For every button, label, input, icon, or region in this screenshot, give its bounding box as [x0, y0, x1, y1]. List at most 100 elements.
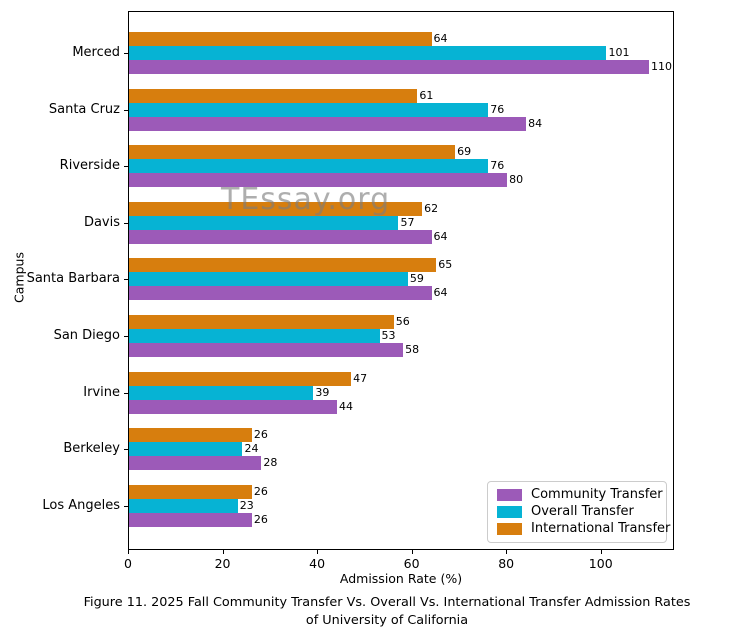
y-category-label: Irvine — [83, 384, 120, 400]
bar-value-label: 76 — [490, 102, 505, 116]
figure-caption: Figure 11. 2025 Fall Community Transfer … — [21, 594, 732, 630]
bar — [129, 512, 252, 527]
bar-value-label: 59 — [409, 272, 424, 286]
legend-item: Overall Transfer — [497, 505, 657, 519]
y-axis-tick — [124, 449, 128, 451]
bar — [129, 343, 404, 357]
bar — [129, 456, 262, 471]
bar — [129, 102, 489, 117]
y-category-label: Merced — [72, 45, 120, 60]
y-category-label: San Diego — [53, 328, 120, 343]
y-axis-tick — [124, 222, 128, 224]
bar — [129, 498, 238, 513]
y-category-label: Riverside — [59, 158, 120, 174]
legend-swatch — [497, 506, 522, 518]
caption-line-2: of University of California — [305, 613, 469, 628]
y-category-label: Santa Cruz — [48, 101, 120, 117]
bar-value-label: 53 — [381, 329, 396, 342]
bar — [129, 258, 437, 273]
bar-value-label: 47 — [353, 371, 368, 385]
legend-label: International Transfer — [531, 521, 671, 536]
bar — [129, 484, 252, 499]
bar-value-label: 26 — [253, 484, 268, 498]
caption-line-1: Figure 11. 2025 Fall Community Transfer … — [83, 595, 691, 610]
y-category-label: Los Angeles — [42, 497, 120, 513]
x-tick-label: 80 — [498, 556, 515, 571]
bar-value-label: 57 — [400, 215, 415, 229]
legend-item: Community Transfer — [497, 488, 663, 502]
legend: Community Transfer Overall Transfer Intern… — [487, 481, 670, 543]
watermark: TEssay.org — [221, 182, 391, 217]
legend-label: Overall Transfer — [531, 504, 634, 519]
x-axis-tick — [600, 550, 602, 554]
bar-value-label: 26 — [253, 428, 268, 442]
legend-label: Community Transfer — [531, 487, 663, 502]
bar — [129, 145, 456, 160]
x-tick-label: 20 — [214, 556, 231, 571]
bar-value-label: 65 — [438, 258, 453, 272]
bar — [129, 428, 252, 443]
bar — [129, 88, 418, 103]
bar — [129, 286, 432, 301]
bar — [129, 329, 380, 343]
legend-swatch — [497, 523, 522, 535]
y-category-label: Santa Barbara — [26, 271, 120, 287]
y-category-label: Berkeley — [63, 441, 120, 457]
bar-value-label: 24 — [244, 442, 259, 456]
bar-value-label: 56 — [395, 315, 410, 328]
x-axis-tick — [506, 550, 508, 554]
y-axis-tick — [124, 53, 128, 54]
bar — [129, 399, 337, 414]
bar-value-label: 58 — [405, 343, 420, 356]
bar-value-label: 39 — [315, 385, 330, 399]
bar — [129, 60, 649, 74]
y-axis-tick — [124, 392, 128, 394]
bar-value-label: 44 — [339, 399, 353, 413]
y-axis-tick — [124, 279, 128, 281]
y-axis-tick — [124, 505, 128, 507]
bar — [129, 442, 243, 457]
bar-value-label: 64 — [433, 32, 448, 45]
bar — [129, 315, 394, 329]
bar — [129, 173, 508, 188]
legend-swatch — [497, 489, 522, 501]
x-axis-tick — [222, 550, 224, 554]
bar-value-label: 26 — [253, 512, 268, 526]
bar — [129, 215, 399, 230]
bar-value-label: 101 — [608, 46, 630, 59]
bar-value-label: 28 — [263, 456, 278, 470]
x-tick-label: 100 — [588, 556, 613, 571]
bar — [129, 32, 432, 46]
bar — [129, 385, 314, 400]
x-axis-label: Admission Rate (%) — [339, 571, 463, 586]
bar — [129, 159, 489, 174]
bar — [129, 46, 607, 60]
y-category-label: Davis — [83, 214, 120, 230]
bar — [129, 371, 352, 386]
y-axis-tick — [124, 109, 128, 111]
bar-value-label: 80 — [509, 173, 524, 187]
bar — [129, 229, 432, 244]
bar-value-label: 64 — [433, 229, 448, 243]
x-tick-label: 60 — [403, 556, 420, 571]
bar-value-label: 23 — [239, 498, 254, 512]
x-axis-tick — [128, 550, 129, 554]
x-axis-tick — [317, 550, 319, 554]
bar-value-label: 61 — [419, 88, 434, 102]
x-tick-label: 0 — [124, 556, 132, 571]
bar-value-label: 110 — [651, 60, 672, 73]
x-tick-label: 40 — [309, 556, 326, 571]
bar — [129, 201, 423, 216]
bar-value-label: 84 — [528, 116, 543, 130]
legend-item: International Transfer — [497, 522, 670, 536]
bar-value-label: 64 — [433, 286, 448, 300]
x-axis-tick — [411, 550, 413, 554]
bar-value-label: 76 — [490, 159, 505, 173]
bar-value-label: 62 — [424, 201, 439, 215]
bar-value-label: 69 — [457, 145, 472, 159]
bar — [129, 116, 527, 131]
y-axis-tick — [124, 166, 128, 168]
bar — [129, 272, 408, 287]
y-axis-tick — [124, 336, 128, 337]
